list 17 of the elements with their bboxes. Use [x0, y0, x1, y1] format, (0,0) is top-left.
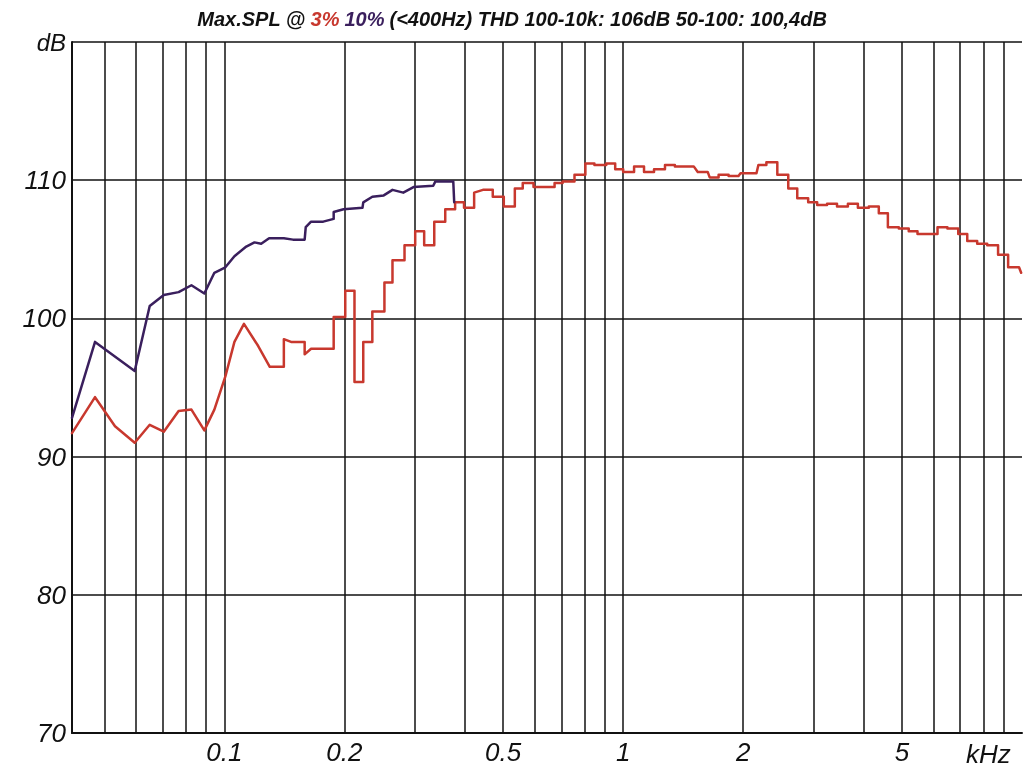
y-tick-label: 90 [37, 441, 67, 472]
x-tick-label: 2 [734, 737, 751, 767]
y-tick-label: 80 [37, 579, 67, 610]
x-tick-label: 0.1 [206, 737, 243, 767]
x-axis-title: kHz [966, 739, 1011, 767]
y-tick-label: 70 [37, 718, 67, 748]
chart-subtitle: (<400Hz) THD 100-10k: 106dB 50-100: 100,4dB [389, 8, 827, 30]
text: 3% [310, 8, 340, 30]
x-tick-label: 0.5 [485, 737, 522, 767]
text: 10% [344, 8, 385, 30]
y-tick-label: 100 [22, 303, 67, 334]
y-axis-title: dB [36, 28, 66, 56]
chart-title: Max.SPL @ [197, 8, 306, 30]
y-tick-label: 110 [24, 165, 67, 196]
x-tick-label: 0.2 [326, 737, 363, 767]
x-tick-label: 5 [894, 737, 910, 767]
x-tick-label: 1 [615, 737, 631, 767]
